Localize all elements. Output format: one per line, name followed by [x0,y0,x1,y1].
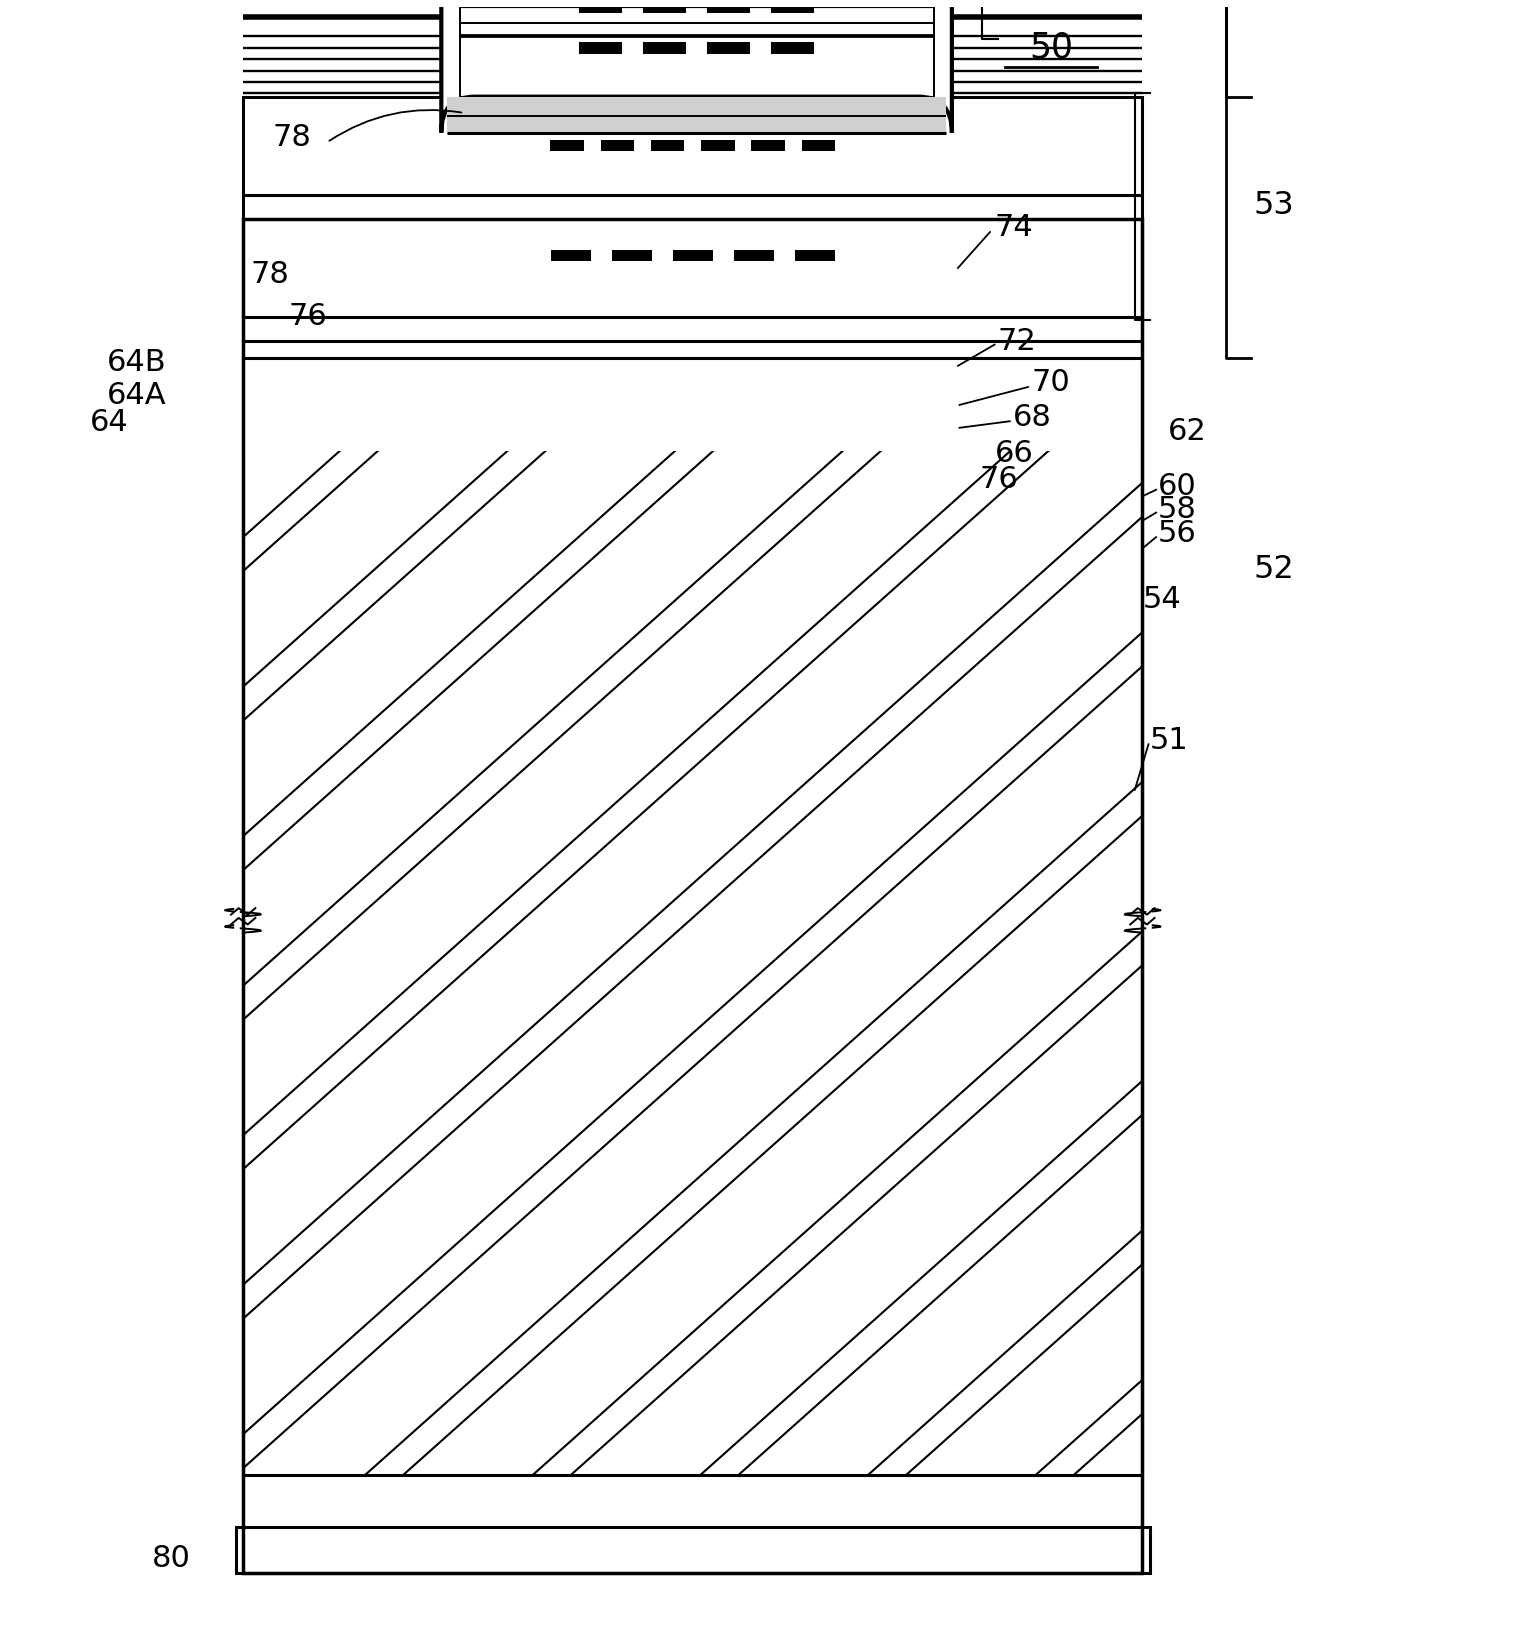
Text: 76: 76 [288,303,328,331]
Bar [701,140,735,151]
Text: 56: 56 [1158,520,1197,548]
Text: 80: 80 [152,1543,191,1573]
Bar [771,2,814,13]
Text: 58: 58 [1158,495,1197,523]
Bar [734,250,774,262]
Bar [643,2,686,13]
Text: 60: 60 [1158,472,1197,502]
Text: 52: 52 [1253,554,1295,586]
Bar [243,357,1143,451]
Bar [551,250,591,262]
Bar [243,194,1143,317]
Bar [752,140,784,151]
Text: 78: 78 [251,260,289,290]
Text: 78: 78 [272,123,312,151]
Bar [580,2,621,13]
Bar [580,43,621,54]
FancyBboxPatch shape [441,0,952,133]
Bar [243,97,1143,194]
Bar [551,140,584,151]
Text: 53: 53 [1253,191,1295,222]
Bar [674,250,712,262]
Text: 72: 72 [998,327,1037,355]
Text: 64B: 64B [108,349,168,377]
Text: 51: 51 [1150,727,1189,755]
Bar [243,357,1143,1476]
Text: 62: 62 [1169,416,1207,446]
Bar [801,140,835,151]
Text: 50: 50 [1029,31,1074,64]
Bar [707,2,751,13]
Bar [243,357,1143,1476]
Text: 64: 64 [91,408,129,438]
Bar [460,0,934,97]
Bar [235,1527,1150,1573]
Bar [795,250,835,262]
Bar [771,43,814,54]
Bar [448,97,946,133]
Text: 64A: 64A [108,380,168,410]
Text: 74: 74 [995,212,1034,242]
Bar [707,43,751,54]
Bar [643,43,686,54]
Bar [651,140,684,151]
Text: 70: 70 [1030,367,1070,396]
Text: 68: 68 [1014,403,1052,433]
Bar [600,140,634,151]
Bar [612,250,652,262]
Text: 54: 54 [1143,584,1181,614]
Bar [243,219,1143,1573]
Text: 66: 66 [995,439,1034,469]
Text: 76: 76 [980,466,1018,495]
